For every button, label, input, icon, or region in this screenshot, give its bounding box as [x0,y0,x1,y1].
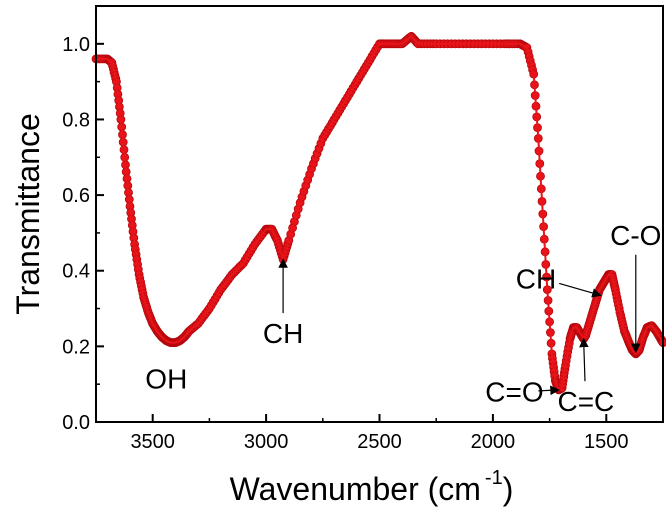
x-axis-title-suffix: ) [503,471,514,507]
x-axis-title-main: Wavenumber (cm [230,471,481,507]
y-axis-ticks: 0.0 0.2 0.4 0.6 0.8 1.0 [62,5,104,434]
annotation-label: CH [516,263,556,294]
annotations: OH CH C=O C=C CH C-O [145,220,661,417]
y-tick-label: 1.0 [62,34,90,56]
annotation-label: C=C [557,386,614,417]
x-axis-title-superscript: -1 [485,467,503,489]
y-axis-title: Transmittance [10,113,46,315]
annotation-label: C=O [485,377,543,408]
x-axis-ticks: 3500 3000 2500 2000 1500 [95,414,664,453]
x-axis-title: Wavenumber (cm -1) [230,467,514,507]
annotation-label: OH [145,364,187,395]
annotation-label: C-O [610,220,661,251]
x-tick-label: 3000 [244,431,289,453]
annotation-arrow [579,337,589,382]
plot-frame [95,5,664,423]
x-tick-label: 2000 [471,431,516,453]
x-tick-label: 1500 [584,431,629,453]
annotation-arrow [538,385,560,396]
x-tick-label: 2500 [357,431,402,453]
x-tick-label: 3500 [130,431,175,453]
y-tick-label: 0.4 [62,261,90,283]
y-tick-label: 0.6 [62,185,90,207]
series-line [96,34,664,392]
y-tick-label: 0.2 [62,336,90,358]
y-tick-label: 0.0 [62,412,90,434]
data-markers [91,31,666,395]
annotation-label: CH [263,318,303,349]
annotation-arrow [559,282,602,298]
y-tick-label: 0.8 [62,109,90,131]
